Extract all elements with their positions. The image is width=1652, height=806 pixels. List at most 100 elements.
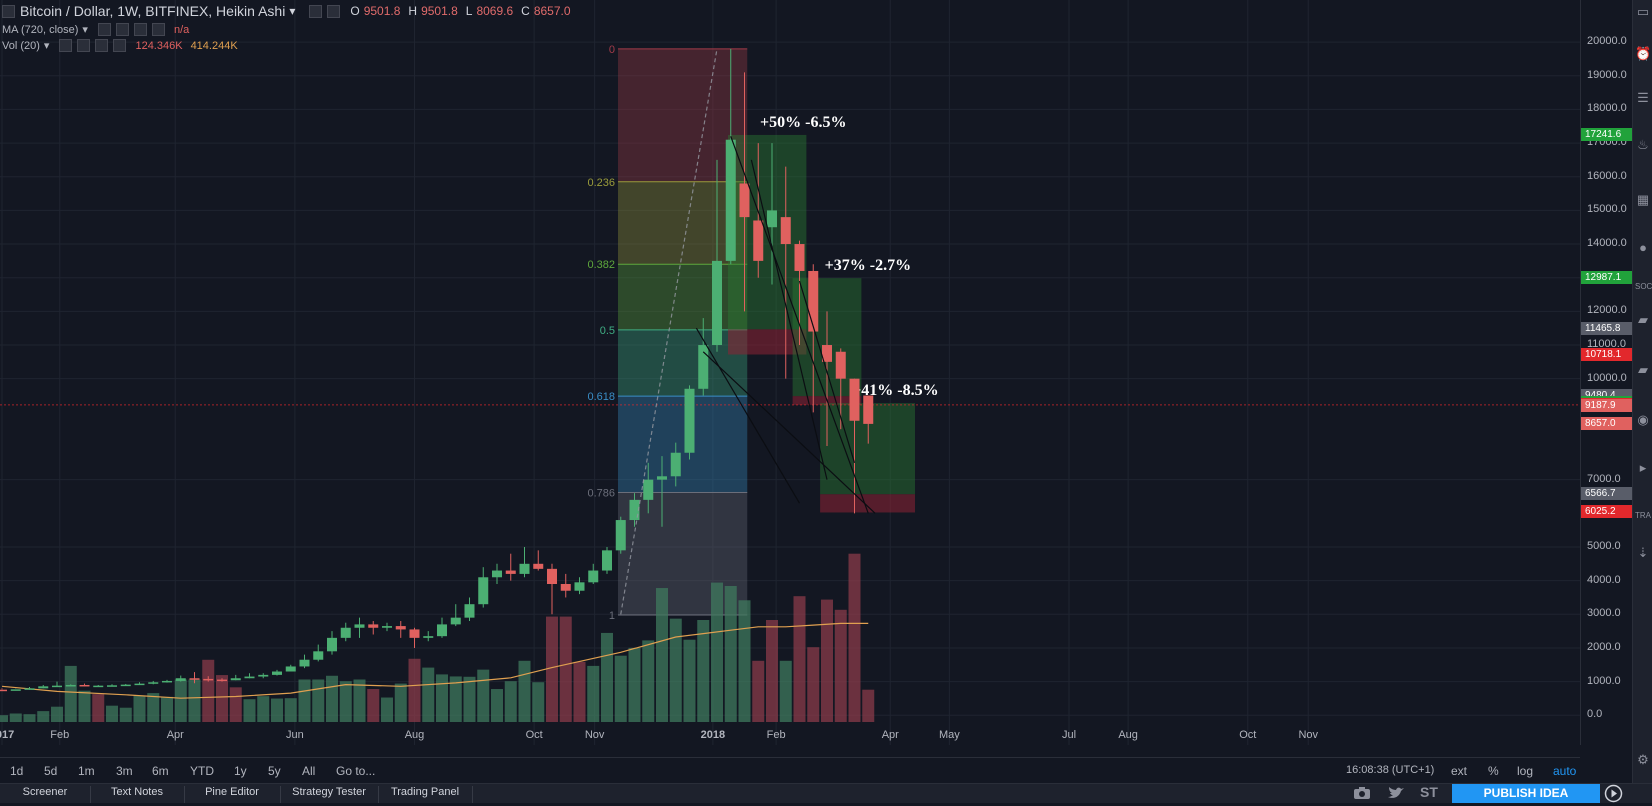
watchlist-icon[interactable]: ☰ (1637, 90, 1649, 105)
ideas-bulb-icon[interactable]: ● (1639, 240, 1647, 255)
volume-bar (229, 687, 242, 722)
price-tick-label: 1000.0 (1587, 674, 1621, 687)
settings-icon[interactable] (115, 23, 129, 36)
log-toggle[interactable]: log (1517, 764, 1534, 778)
price-tick-label: 18000.0 (1587, 102, 1627, 115)
volume-bar (78, 690, 91, 722)
alarm-clock-icon[interactable]: ⏰ (1635, 46, 1652, 61)
candle-body (313, 651, 324, 660)
range-5y[interactable]: 5y (268, 764, 281, 778)
gear-icon[interactable]: ⚙ (1637, 752, 1649, 767)
candle-body (478, 577, 489, 605)
candle-body (368, 624, 379, 628)
price-tag: 12987.1 (1581, 271, 1635, 285)
tab-pine-editor[interactable]: Pine Editor (184, 786, 281, 803)
price-tag: 6566.7 (1581, 487, 1635, 501)
trend-line (620, 48, 718, 615)
arrow-down-icon[interactable]: ⇣ (1637, 545, 1649, 560)
volume-bar (711, 582, 723, 722)
range-all[interactable]: All (302, 764, 316, 778)
time-axis-label: Apr (882, 729, 899, 741)
tab-strategy-tester[interactable]: Strategy Tester (280, 786, 379, 803)
price-tag: 11465.8 (1581, 322, 1635, 336)
auto-toggle[interactable]: auto (1553, 764, 1577, 778)
ma-label[interactable]: MA (720, close) (2, 23, 79, 36)
tab-text-notes[interactable]: Text Notes (90, 786, 185, 803)
price-tick-label: 19000.0 (1587, 68, 1627, 81)
volume-bar (161, 696, 173, 722)
candle-body (230, 678, 241, 681)
candle-body (849, 378, 860, 421)
trend-line (730, 136, 869, 514)
candle-body (52, 685, 62, 688)
camera-icon[interactable] (1353, 785, 1371, 801)
range-1y[interactable]: 1y (234, 764, 247, 778)
volume-bar (92, 694, 105, 722)
eye-icon[interactable] (59, 39, 73, 52)
candle-body (574, 582, 585, 591)
chart-legend: Bitcoin / Dollar, 1W, BITFINEX, Heikin A… (0, 0, 1480, 60)
close-icon[interactable] (151, 23, 165, 36)
window-icon[interactable]: ▭ (1636, 4, 1650, 19)
position-label: +37% -2.7% (825, 257, 911, 274)
close-icon[interactable] (327, 4, 341, 18)
candle-body (822, 345, 832, 362)
goto-button[interactable]: Go to... (336, 764, 376, 778)
volume-bar (9, 713, 22, 722)
chevron-down-icon[interactable]: ▾ (43, 40, 50, 52)
fib-zone (618, 181, 748, 265)
percent-toggle[interactable]: % (1488, 764, 1499, 778)
price-chart[interactable]: 0 0.236 0.382 0.5 0.618 0.786 1 +50% -6.5% +37% … (0, 0, 1580, 745)
broadcast-icon[interactable]: ◉ (1637, 412, 1649, 427)
volume-bar (738, 600, 751, 722)
trades-label[interactable]: TRA (1635, 511, 1651, 520)
ohlc-low-key: L (465, 4, 473, 18)
settings-icon[interactable] (309, 4, 323, 18)
chat-icon[interactable]: ▰ (1638, 312, 1648, 327)
candle-body (354, 624, 365, 628)
plus-icon[interactable] (95, 39, 109, 52)
chevron-down-icon[interactable]: ▾ (289, 4, 296, 18)
collapse-icon[interactable] (2, 4, 15, 18)
ticker-icon[interactable]: ▸ (1639, 460, 1647, 475)
volume-bar (834, 609, 847, 722)
tab-trading-panel[interactable]: Trading Panel (378, 786, 473, 803)
volume-bar (463, 676, 476, 722)
socials-label[interactable]: SOC (1635, 282, 1652, 291)
volume-bar (587, 665, 600, 722)
range-1d[interactable]: 1d (10, 764, 24, 778)
hotlist-fire-icon[interactable]: ♨ (1637, 137, 1649, 152)
close-icon[interactable] (113, 39, 127, 52)
volume-bar (202, 659, 215, 722)
ohlc-open-key: O (350, 4, 360, 18)
ext-toggle[interactable]: ext (1451, 764, 1468, 778)
candle-body (327, 637, 337, 652)
fib-level-label: 0.786 (587, 487, 615, 499)
plus-icon[interactable] (133, 23, 147, 36)
settings-icon[interactable] (77, 39, 91, 52)
candle-body (615, 520, 626, 551)
range-6m[interactable]: 6m (152, 764, 169, 778)
symbol-title[interactable]: Bitcoin / Dollar, 1W, BITFINEX, Heikin A… (20, 3, 286, 19)
chat-bubble-icon[interactable]: ▰ (1638, 362, 1648, 377)
range-1m[interactable]: 1m (78, 764, 95, 778)
st-icon[interactable]: ST (1420, 784, 1438, 800)
vol-label[interactable]: Vol (20) (2, 39, 40, 52)
tab-screener[interactable]: Screener (0, 786, 91, 803)
ohlc-close-key: C (521, 4, 530, 18)
publish-idea-button[interactable]: PUBLISH IDEA (1452, 784, 1600, 803)
fib-level-label: 0.382 (587, 259, 615, 271)
range-ytd[interactable]: YTD (190, 764, 214, 778)
volume-bar (422, 667, 435, 722)
eye-icon[interactable] (97, 23, 111, 36)
range-3m[interactable]: 3m (116, 764, 133, 778)
twitter-icon[interactable] (1387, 785, 1405, 801)
candle-body (684, 388, 695, 453)
calendar-icon[interactable]: ▦ (1636, 192, 1650, 207)
range-5d[interactable]: 5d (44, 764, 58, 778)
chevron-down-icon[interactable]: ▾ (82, 24, 88, 36)
play-icon[interactable] (1604, 784, 1623, 803)
volume-bar (174, 679, 187, 722)
trend-line (750, 159, 828, 480)
price-axis[interactable]: 0.0 1000.0 2000.0 3000.0 4000.0 5000.0 7000.0 1… (1580, 0, 1652, 745)
